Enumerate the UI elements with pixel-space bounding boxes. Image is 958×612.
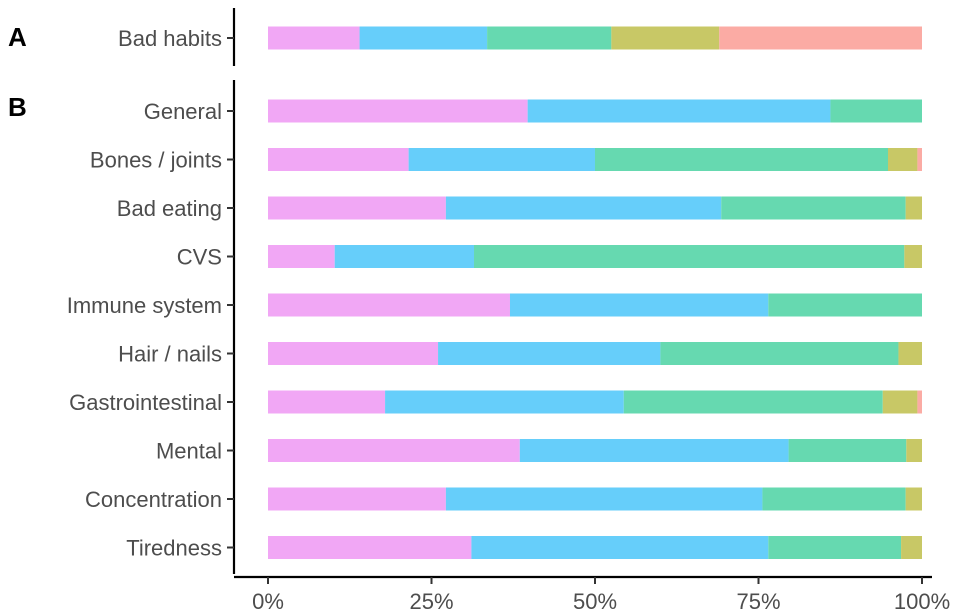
panel-b-bar-concentration-segment-4 — [905, 487, 922, 511]
panel-a-tag: A — [8, 22, 27, 52]
panel-b-category-label-immune-system: Immune system — [67, 293, 222, 318]
panel-b-bar-general-segment-2 — [527, 99, 831, 123]
panel-b-bar-bad-eating-segment-4 — [905, 196, 922, 220]
panel-a-bar-bad-habits-segment-3 — [487, 26, 612, 50]
panel-b-bar-bones-joints-segment-4 — [887, 148, 918, 171]
x-tick-label-3: 75% — [736, 589, 780, 612]
panel-b-bar-cvs-segment-2 — [334, 245, 475, 268]
panel-b-category-label-general: General — [144, 99, 222, 124]
panel-b-bar-gastrointestinal-segment-3 — [623, 390, 883, 414]
panel-a-bar-bad-habits-segment-5 — [719, 26, 922, 50]
panel-b-category-label-bad-eating: Bad eating — [117, 196, 222, 221]
panel-b-category-label-concentration: Concentration — [85, 487, 222, 512]
panel-b-bar-bad-eating-segment-3 — [721, 196, 906, 220]
panel-b-bar-bones-joints-segment-2 — [408, 148, 595, 171]
panel-b-bar-gastrointestinal-segment-2 — [385, 390, 624, 414]
panel-b-bar-tiredness-segment-3 — [768, 536, 902, 559]
panel-b-category-label-bones-joints: Bones / joints — [90, 148, 222, 173]
panel-a-category-label-bad-habits: Bad habits — [118, 26, 222, 51]
panel-b-bar-gastrointestinal-segment-1 — [268, 390, 386, 414]
x-tick-label-0: 0% — [252, 589, 284, 612]
panel-b-bar-cvs-segment-1 — [268, 245, 335, 268]
panel-b-bar-cvs-segment-3 — [474, 245, 905, 268]
panel-b-category-label-cvs: CVS — [177, 245, 222, 270]
panel-b-bar-concentration-segment-3 — [762, 487, 906, 511]
panel-b-bar-bones-joints-segment-3 — [595, 148, 888, 171]
panel-b-bar-general-segment-1 — [268, 99, 528, 123]
panel-b-bar-hair-nails-segment-2 — [438, 342, 661, 365]
panel-b-bar-mental-segment-3 — [788, 439, 907, 462]
panel-b-bar-mental-segment-4 — [906, 439, 922, 462]
panel-b-bar-gastrointestinal-segment-5 — [917, 390, 922, 414]
panel-b: General Bones / joints Bad eating CVS Immune… — [67, 80, 922, 574]
panel-b-bar-tiredness-segment-4 — [901, 536, 922, 559]
panel-b-category-label-gastrointestinal: Gastrointestinal — [69, 390, 222, 415]
panel-b-bar-concentration-segment-1 — [268, 487, 446, 511]
panel-b-bar-tiredness-segment-1 — [268, 536, 472, 559]
panel-b-bar-cvs-segment-4 — [904, 245, 922, 268]
panel-b-bar-tiredness-segment-2 — [471, 536, 769, 559]
panel-b-bar-hair-nails-segment-4 — [898, 342, 922, 365]
panel-a-bar-bad-habits-segment-1 — [268, 26, 360, 50]
panel-b-bar-hair-nails-segment-1 — [268, 342, 439, 365]
panel-b-bar-gastrointestinal-segment-4 — [882, 390, 918, 414]
x-tick-label-2: 50% — [573, 589, 617, 612]
panel-b-bar-immune-system-segment-2 — [509, 293, 769, 317]
panel-b-bar-mental-segment-1 — [268, 439, 520, 462]
panel-b-bar-bones-joints-segment-1 — [268, 148, 409, 171]
panel-b-category-label-tiredness: Tiredness — [126, 536, 222, 561]
x-axis: 0% 25% 50% 75% 100% — [234, 575, 950, 612]
panel-b-category-label-hair-nails: Hair / nails — [118, 342, 222, 367]
panel-b-bar-bad-eating-segment-2 — [445, 196, 722, 220]
panel-a-bar-bad-habits-segment-2 — [359, 26, 488, 50]
panel-b-bar-immune-system-segment-3 — [768, 293, 922, 317]
panel-b-bar-concentration-segment-2 — [445, 487, 763, 511]
panel-a: Bad habits — [118, 8, 922, 66]
panel-a-bar-bad-habits-segment-4 — [611, 26, 720, 50]
x-tick-label-4: 100% — [894, 589, 950, 612]
panel-b-bar-hair-nails-segment-3 — [660, 342, 899, 365]
x-tick-label-1: 25% — [409, 589, 453, 612]
panel-b-bar-immune-system-segment-1 — [268, 293, 510, 317]
panel-b-category-label-mental: Mental — [156, 439, 222, 464]
panel-b-bar-mental-segment-2 — [519, 439, 789, 462]
panel-b-bar-general-segment-3 — [830, 99, 922, 123]
panel-b-bar-bones-joints-segment-5 — [917, 148, 922, 171]
panel-b-tag: B — [8, 92, 27, 122]
panel-b-bar-bad-eating-segment-1 — [268, 196, 446, 220]
